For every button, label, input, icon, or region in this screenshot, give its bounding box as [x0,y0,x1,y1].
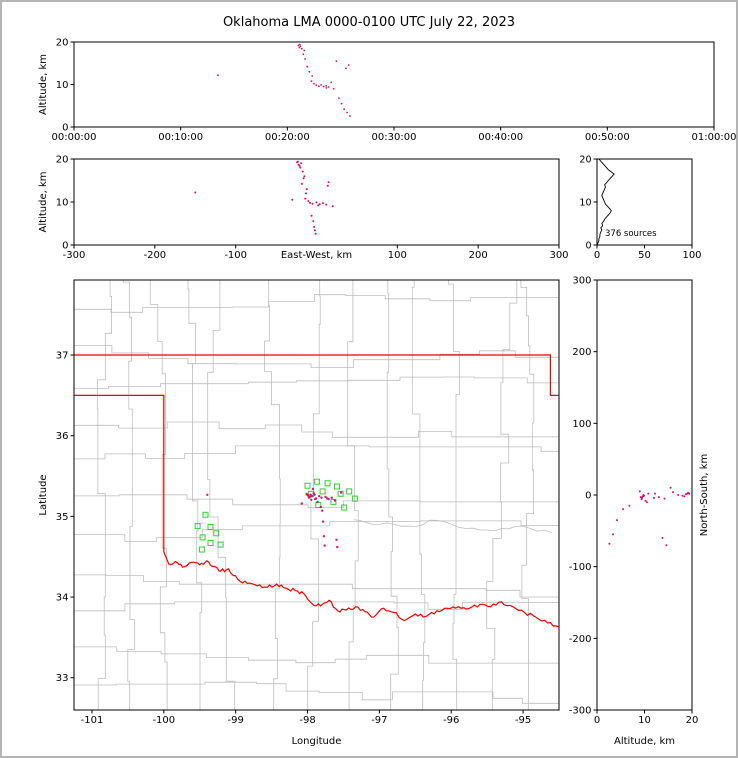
svg-text:-100: -100 [569,562,592,573]
svg-text:0: 0 [62,241,68,252]
altitude-histogram-line [596,158,615,246]
county-boundaries [74,280,559,710]
svg-text:0: 0 [585,241,591,252]
svg-text:-97: -97 [371,715,387,726]
svg-text:Altitude, km: Altitude, km [614,736,675,747]
svg-text:00:50:00: 00:50:00 [585,132,630,143]
svg-text:Longitude: Longitude [292,736,342,747]
svg-text:0: 0 [594,250,600,261]
svg-text:300: 300 [572,276,591,287]
river-lines [354,519,552,533]
svg-text:-95: -95 [515,715,531,726]
svg-text:-100: -100 [152,715,175,726]
svg-text:10: 10 [56,198,69,209]
svg-text:00:10:00: 00:10:00 [158,132,203,143]
svg-text:-200: -200 [569,634,592,645]
svg-text:10: 10 [579,198,591,209]
svg-text:200: 200 [572,347,591,358]
northsouth-altitude-panel: 0 10 20 300 200 100 0 -100 -200 -300 Altitude, km N… [569,276,710,748]
svg-text:100: 100 [682,250,701,261]
svg-text:00:40:00: 00:40:00 [478,132,523,143]
svg-text:100: 100 [572,419,591,430]
svg-text:50: 50 [638,250,651,261]
svg-text:-99: -99 [227,715,243,726]
svg-text:Latitude: Latitude [38,474,49,515]
svg-text:-300: -300 [569,706,592,717]
svg-text:Altitude, km: Altitude, km [38,172,49,233]
svg-text:North-South, km: North-South, km [699,454,710,537]
time-sources-scatter [217,43,351,117]
svg-text:-300: -300 [63,250,86,261]
sources-count-label: 376 sources [605,229,657,239]
time-altitude-panel: 00:00:00 00:10:00 00:20:00 00:30:00 00:40:00… [38,38,736,144]
svg-text:10: 10 [638,715,651,726]
plan-view-map-panel: -101 -100 -99 -98 -97 -96 -95 33 34 35 36 37 Longitu… [38,279,560,747]
svg-text:00:00:00: 00:00:00 [52,132,97,143]
svg-text:20: 20 [686,715,699,726]
svg-text:20: 20 [579,155,591,166]
svg-text:East-West, km: East-West, km [281,250,352,261]
svg-text:-98: -98 [299,715,315,726]
svg-text:00:20:00: 00:20:00 [265,132,310,143]
svg-text:20: 20 [56,38,69,49]
oklahoma-state-border [74,354,559,628]
map-sources-scatter [206,487,343,549]
svg-text:200: 200 [469,250,488,261]
svg-text:0: 0 [585,491,591,502]
svg-text:-96: -96 [443,715,459,726]
svg-text:20: 20 [56,155,69,166]
svg-text:0: 0 [62,123,68,134]
svg-text:Altitude, km: Altitude, km [38,54,49,115]
svg-text:-200: -200 [143,250,166,261]
svg-text:300: 300 [549,250,568,261]
ew-sources-scatter [194,160,334,235]
svg-text:10: 10 [56,80,69,91]
svg-text:00:30:00: 00:30:00 [372,132,417,143]
svg-text:-100: -100 [224,250,247,261]
svg-text:01:00:00: 01:00:00 [692,132,737,143]
svg-text:0: 0 [594,715,600,726]
eastwest-altitude-panel: -300 -200 -100 100 200 300 0 10 20 East-West, km A… [38,155,569,262]
chart-title: Oklahoma LMA 0000-0100 UTC July 22, 2023 [222,15,516,30]
svg-text:36: 36 [56,431,69,442]
svg-text:33: 33 [56,673,69,684]
svg-text:35: 35 [56,512,69,523]
svg-text:37: 37 [56,351,69,362]
svg-text:34: 34 [56,593,69,604]
altitude-histogram-panel: 0 50 100 0 10 20 376 sources [579,155,701,262]
svg-text:-101: -101 [81,715,104,726]
svg-text:100: 100 [388,250,407,261]
ns-sources-scatter [608,486,691,547]
